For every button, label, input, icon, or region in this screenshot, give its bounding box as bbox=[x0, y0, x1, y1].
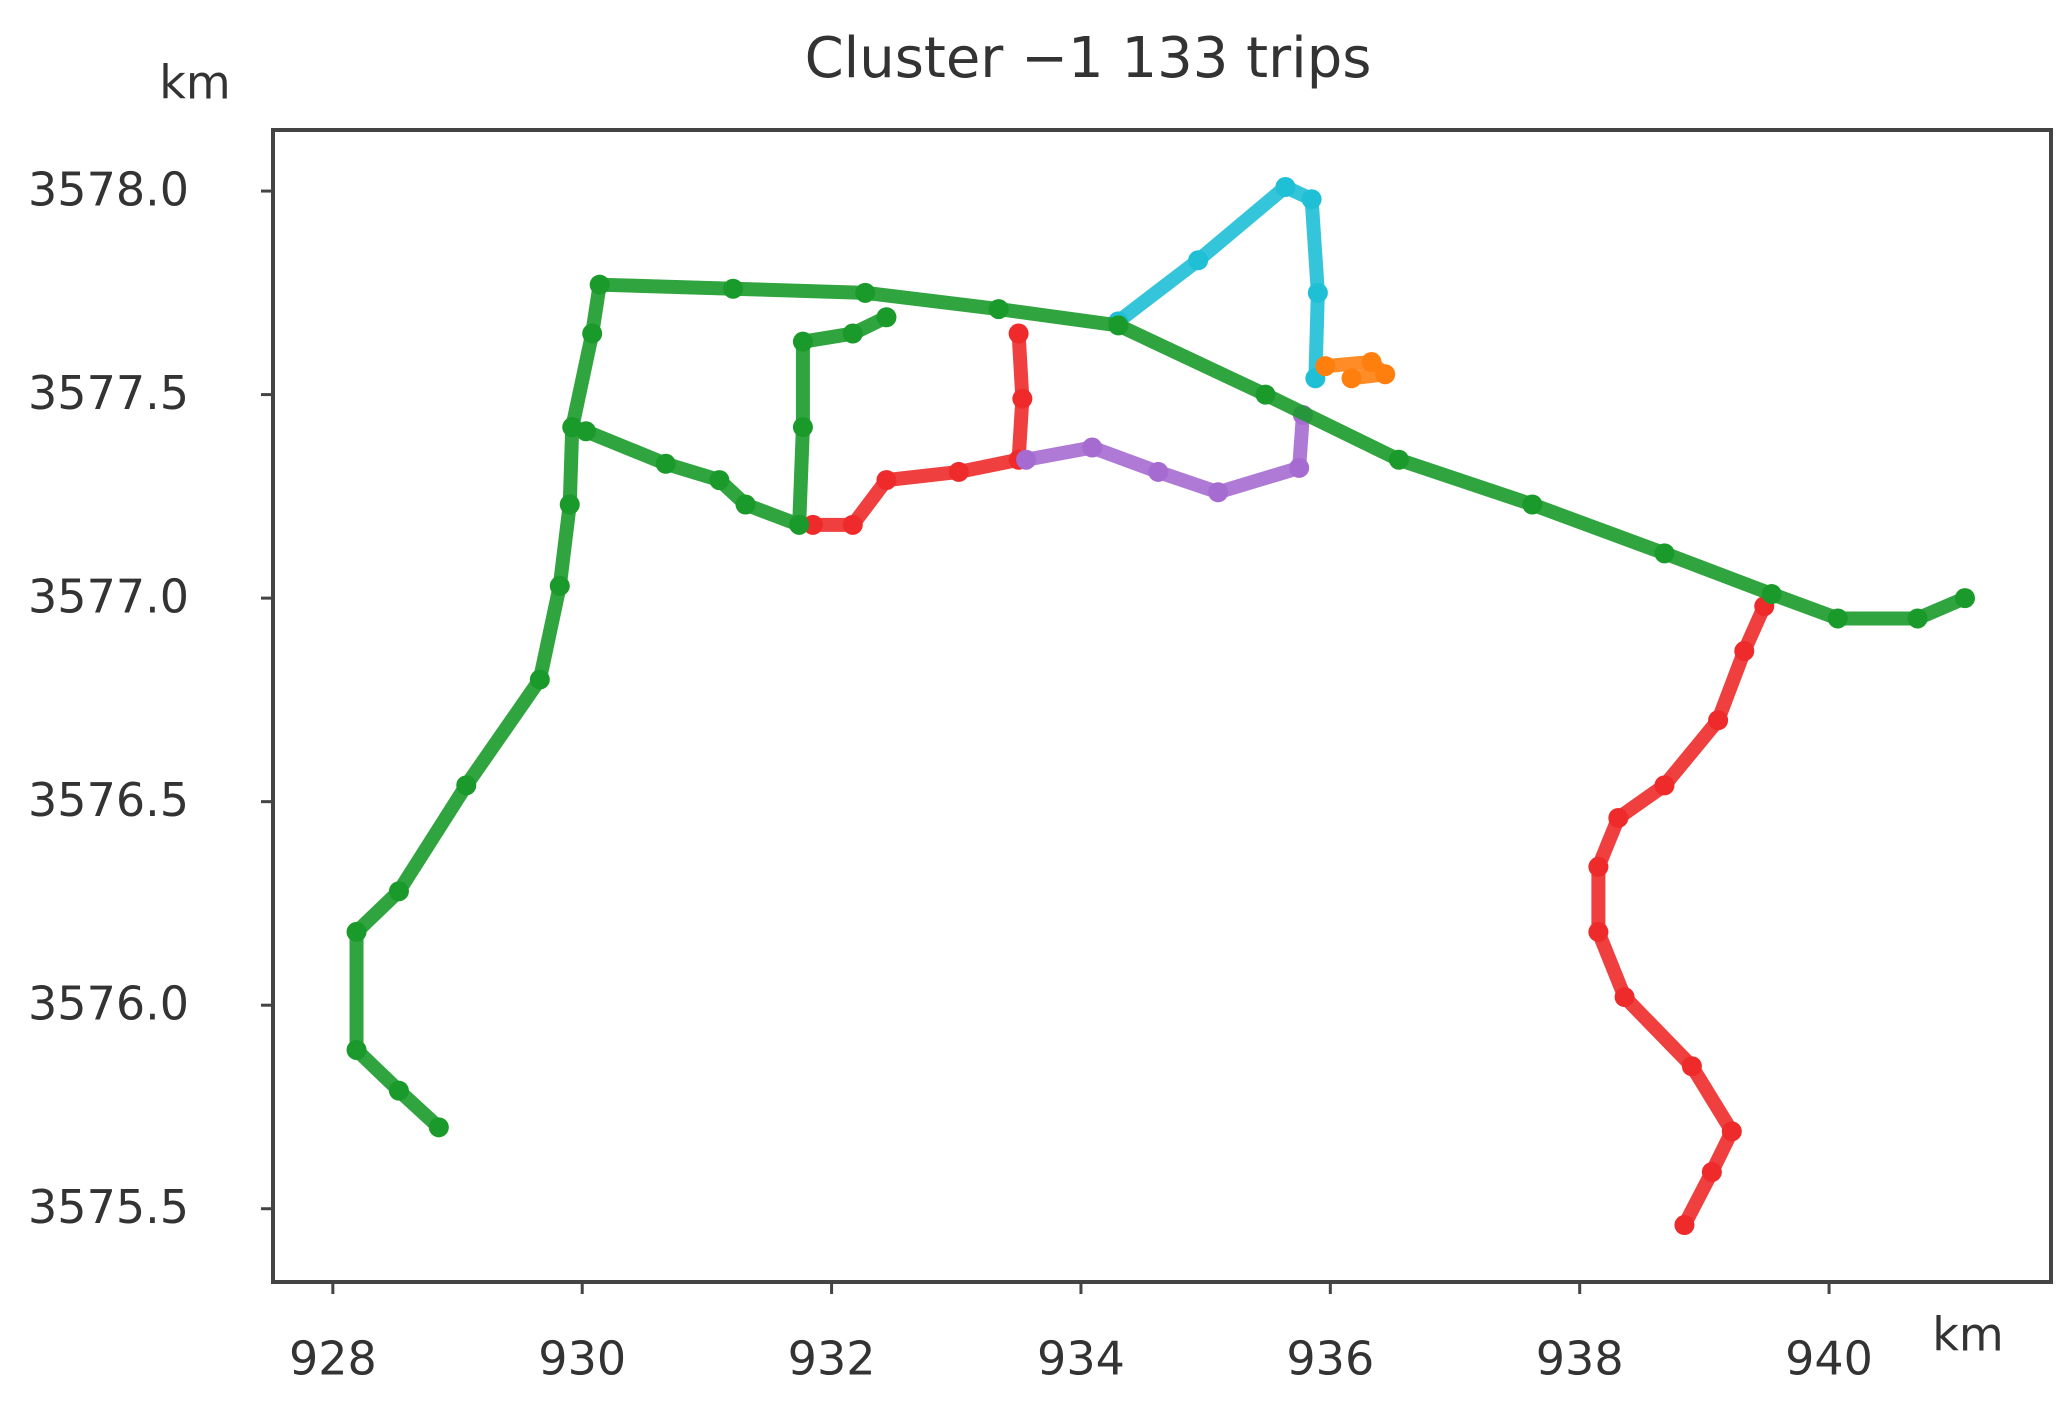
trip-point bbox=[842, 514, 863, 535]
trip-point bbox=[456, 775, 477, 796]
trip-point bbox=[1522, 494, 1543, 515]
trip-point bbox=[855, 282, 876, 303]
trip-point bbox=[388, 1080, 409, 1101]
trip-point bbox=[1208, 482, 1229, 503]
trip-point bbox=[1188, 250, 1209, 271]
x-tick-label: 940 bbox=[1785, 1332, 1873, 1386]
trip-point bbox=[1734, 641, 1755, 662]
trip-point bbox=[1608, 807, 1629, 828]
y-axis-unit: km bbox=[159, 56, 230, 110]
y-tick-label: 3578.0 bbox=[28, 163, 189, 217]
trip-point bbox=[1674, 1215, 1695, 1236]
trip-point bbox=[1012, 388, 1033, 409]
trip-point bbox=[529, 669, 550, 690]
y-tick-label: 3577.0 bbox=[28, 570, 189, 624]
trip-point bbox=[1082, 437, 1103, 458]
x-tick-label: 930 bbox=[538, 1332, 626, 1386]
y-tick-label: 3576.5 bbox=[28, 773, 189, 827]
plot-frame bbox=[271, 128, 2053, 1284]
trip-point bbox=[1588, 921, 1609, 942]
trip-point bbox=[1654, 775, 1675, 796]
x-tick-label: 932 bbox=[788, 1332, 876, 1386]
trip-point bbox=[1588, 856, 1609, 877]
trip-track bbox=[1111, 179, 1325, 386]
trip-point bbox=[1954, 588, 1975, 609]
y-tick-label: 3575.5 bbox=[28, 1180, 189, 1234]
trip-point bbox=[988, 299, 1009, 320]
trip-point bbox=[1008, 323, 1029, 344]
trip-point bbox=[1341, 368, 1362, 389]
trip-point bbox=[1761, 584, 1782, 605]
x-tick-label: 936 bbox=[1286, 1332, 1374, 1386]
trip-point bbox=[1275, 176, 1296, 197]
trip-point bbox=[789, 514, 810, 535]
trip-point bbox=[1375, 364, 1396, 385]
x-tick-label: 934 bbox=[1037, 1332, 1125, 1386]
trip-point bbox=[1016, 449, 1037, 470]
trip-point bbox=[792, 417, 813, 438]
trip-point bbox=[655, 453, 676, 474]
trip-point bbox=[876, 307, 897, 328]
trip-point bbox=[1654, 543, 1675, 564]
trip-point bbox=[723, 278, 744, 299]
trip-point bbox=[1307, 282, 1328, 303]
trip-point bbox=[1255, 384, 1276, 405]
trip-point bbox=[1907, 608, 1928, 629]
trip-point bbox=[589, 274, 610, 295]
trip-point bbox=[1614, 987, 1635, 1008]
trip-point bbox=[842, 323, 863, 344]
trip-point bbox=[1148, 461, 1169, 482]
trip-point bbox=[709, 470, 730, 491]
trip-point bbox=[428, 1117, 449, 1138]
x-tick-label: 928 bbox=[289, 1332, 377, 1386]
trip-point bbox=[876, 470, 897, 491]
trip-point bbox=[1681, 1056, 1702, 1077]
trip-point bbox=[1827, 608, 1848, 629]
trip-point bbox=[1289, 457, 1310, 478]
trip-point bbox=[1388, 449, 1409, 470]
trip-point bbox=[346, 1039, 367, 1060]
trip-point bbox=[1701, 1162, 1722, 1183]
y-tick-label: 3576.0 bbox=[28, 977, 189, 1031]
trip-point bbox=[1315, 356, 1336, 377]
trip-point bbox=[559, 494, 580, 515]
trip-point bbox=[346, 921, 367, 942]
trip-point bbox=[802, 514, 823, 535]
trip-point bbox=[948, 461, 969, 482]
trip-point bbox=[388, 881, 409, 902]
trip-point bbox=[1108, 315, 1129, 336]
trip-point bbox=[582, 323, 603, 344]
y-tick-label: 3577.5 bbox=[28, 366, 189, 420]
trip-point bbox=[575, 421, 596, 442]
trip-point bbox=[1361, 352, 1382, 373]
chart-title: Cluster −1 133 trips bbox=[805, 26, 1372, 91]
trip-point bbox=[792, 331, 813, 352]
trip-point bbox=[1301, 189, 1322, 210]
trip-track bbox=[1019, 407, 1310, 500]
x-axis-unit: km bbox=[1932, 1308, 2003, 1362]
x-tick-label: 938 bbox=[1536, 1332, 1624, 1386]
trip-point bbox=[735, 494, 756, 515]
trip-point bbox=[1708, 710, 1729, 731]
trip-point bbox=[549, 575, 570, 596]
trip-point bbox=[1721, 1121, 1742, 1142]
